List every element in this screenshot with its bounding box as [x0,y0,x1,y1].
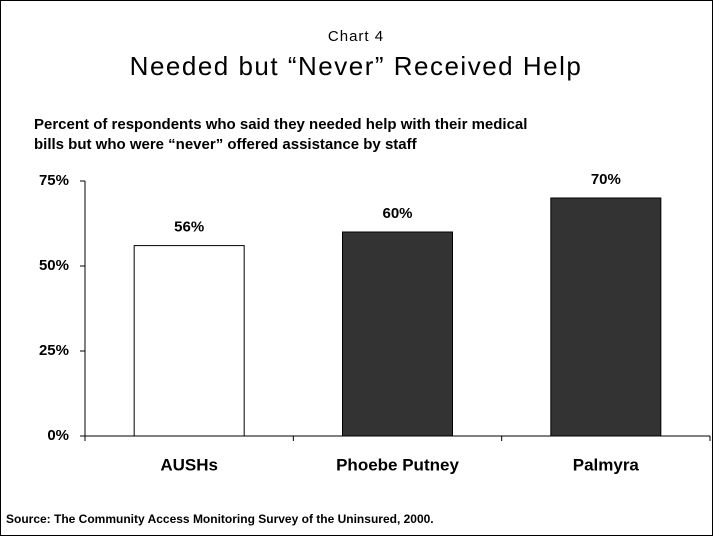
x-tick-label: Palmyra [573,455,640,474]
chart-title: Needed but “Never” Received Help [130,51,583,81]
chart-supertitle: Chart 4 [328,28,384,45]
source-note: Source: The Community Access Monitoring … [6,512,434,526]
x-tick-label: AUSHs [160,455,218,474]
x-tick-label: Phoebe Putney [336,455,459,474]
value-label: 70% [591,171,621,188]
bar [550,197,662,437]
y-tick-label: 75% [39,172,69,189]
bar [133,245,245,437]
subtitle-line: Percent of respondents who said they nee… [34,116,527,133]
value-label: 60% [382,205,412,222]
subtitle-line: bills but who were “never” offered assis… [34,136,418,153]
y-tick-label: 50% [39,257,69,274]
value-label: 56% [174,219,204,236]
y-tick-label: 0% [47,427,69,444]
bar [342,231,453,437]
y-tick-label: 25% [39,342,69,359]
